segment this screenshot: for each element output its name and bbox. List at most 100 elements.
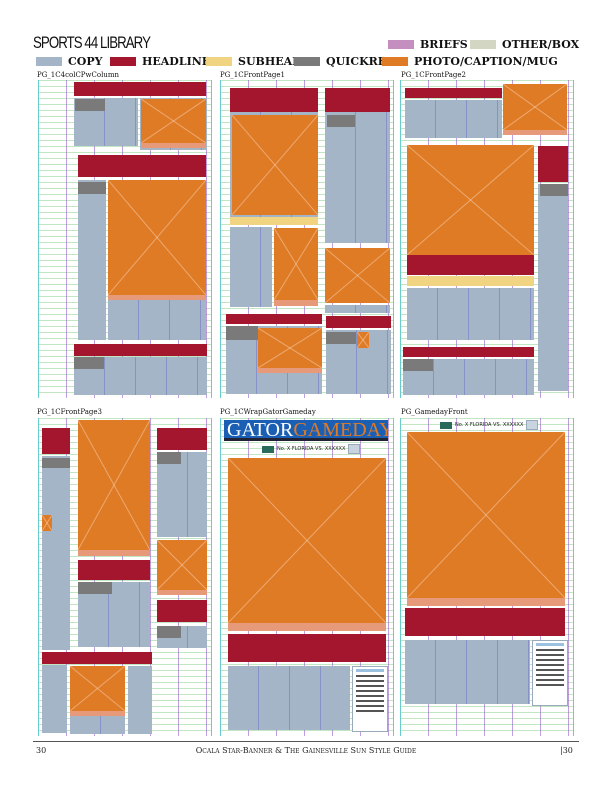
sidebar-box <box>352 666 388 732</box>
placeholder-x-icon <box>42 515 52 531</box>
page-number-right: |30 <box>560 746 573 755</box>
copy-swatch <box>36 57 62 66</box>
template-label: PG_1CWrapGatorGameday <box>220 408 316 416</box>
caption-block <box>157 590 207 595</box>
copy-block <box>230 227 272 307</box>
placeholder-x-icon <box>325 248 390 303</box>
template-label: PG_GamedayFront <box>401 408 468 416</box>
quickread-block <box>403 359 433 371</box>
legend-label: BRIEFS <box>420 38 468 51</box>
quickread-block <box>157 452 181 464</box>
quickread-block <box>326 332 356 344</box>
headline-block <box>407 255 534 275</box>
quickread-block <box>75 99 105 111</box>
mug-block <box>357 332 369 348</box>
copy-block <box>405 640 530 704</box>
headline-block <box>405 608 565 636</box>
copy-block <box>405 100 502 138</box>
image-placeholder-icon <box>526 420 539 430</box>
placeholder-x-icon <box>258 328 322 368</box>
placeholder-x-icon <box>157 540 207 590</box>
legend-headline: HEADLINE <box>110 55 210 68</box>
photo-block <box>407 145 534 255</box>
copy-block <box>538 184 568 391</box>
caption-block <box>78 550 150 556</box>
placeholder-x-icon <box>70 666 125 711</box>
photo-block <box>274 228 318 300</box>
legend-briefs: BRIEFS <box>388 38 468 51</box>
caption-block <box>258 368 322 373</box>
teaser-text: No. X FLORIDA VS. XXXXXX <box>455 422 524 428</box>
caption-block <box>70 711 125 716</box>
image-placeholder-icon <box>348 444 361 454</box>
copy-block <box>325 88 390 243</box>
legend-copy: COPY <box>36 55 102 68</box>
photo-block <box>503 84 567 130</box>
subhead-swatch <box>206 57 232 66</box>
photo-block <box>157 540 207 590</box>
photo-block <box>108 180 206 295</box>
copy-block <box>128 666 152 734</box>
copy-block <box>325 305 390 313</box>
photo-block <box>258 328 322 368</box>
gator-gameday-banner: GATORGAMEDAY <box>224 420 388 441</box>
placeholder-x-icon <box>407 432 565 598</box>
placeholder-x-icon <box>108 180 206 295</box>
headline-block <box>326 316 391 328</box>
placeholder-x-icon <box>407 145 534 255</box>
team-logo-icon <box>262 445 274 453</box>
quickread-swatch <box>294 57 320 66</box>
quickread-block <box>42 458 70 468</box>
photo-block <box>70 666 125 711</box>
headline-block <box>74 82 206 96</box>
footer-title: Ocala Star-Banner & The Gainesville Sun … <box>195 746 417 755</box>
photo-block <box>232 115 318 215</box>
briefs-swatch <box>388 40 414 49</box>
headline-block <box>157 428 207 450</box>
quickread-block <box>327 115 355 127</box>
placeholder-x-icon <box>228 458 386 623</box>
headline-block <box>538 146 568 182</box>
team-logo-icon <box>440 421 452 429</box>
banner-text-gameday: GAMEDAY <box>293 420 388 441</box>
quickread-block <box>74 357 104 369</box>
headline-block <box>403 347 534 357</box>
page-number-left: 30 <box>36 746 47 755</box>
legend-subhead: SUBHEAD <box>206 55 302 68</box>
template-label: PG_1C4colCPwColumn <box>37 71 119 79</box>
mug-block <box>42 515 52 531</box>
headline-block <box>42 428 70 454</box>
headline-block <box>325 88 390 112</box>
banner-text-gator: GATOR <box>227 420 294 441</box>
quickread-block <box>540 184 568 196</box>
copy-block <box>78 180 106 340</box>
quickread-block <box>78 582 112 594</box>
legend-label: SUBHEAD <box>238 55 302 68</box>
legend-photo: PHOTO/CAPTION/MUG <box>382 55 558 68</box>
template-label: PG_1CFrontPage3 <box>37 408 102 416</box>
copy-block <box>74 357 207 395</box>
caption-block <box>141 143 206 148</box>
headline-swatch <box>110 57 136 66</box>
caption-block <box>503 130 567 135</box>
game-teaser: No. X FLORIDA VS. XXXXXX <box>262 444 361 454</box>
headline-block <box>226 314 322 324</box>
copy-block <box>70 716 125 734</box>
placeholder-x-icon <box>274 228 318 300</box>
photo-swatch <box>382 57 408 66</box>
game-teaser: No. X FLORIDA VS. XXXXXX <box>440 420 539 430</box>
placeholder-x-icon <box>357 332 369 348</box>
teaser-text: No. X FLORIDA VS. XXXXXX <box>277 446 346 452</box>
copy-block <box>108 300 206 340</box>
legend-label: COPY <box>68 55 103 68</box>
copy-block <box>42 665 67 733</box>
sidebar-box <box>532 640 568 706</box>
caption-block <box>108 295 206 300</box>
copy-block <box>42 456 70 650</box>
photo-block <box>78 420 150 550</box>
copy-block <box>407 288 534 340</box>
headline-block <box>78 155 206 177</box>
copy-block <box>228 666 350 730</box>
placeholder-x-icon <box>78 420 150 550</box>
photo-block <box>325 248 390 303</box>
